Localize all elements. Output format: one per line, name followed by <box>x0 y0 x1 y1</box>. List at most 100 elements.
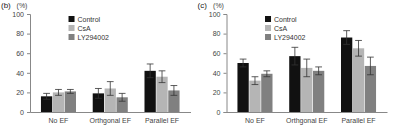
tick-label: 100 <box>209 11 221 18</box>
legend-swatch <box>69 34 75 40</box>
error-bar <box>315 67 322 75</box>
panel-title: (b) <box>1 1 11 10</box>
panel: (c) (%) 0 20 40 60 80 100 No EF Orthgonal EF Paral… <box>198 1 388 125</box>
plot: 0 20 40 60 80 100 No EF Orthgonal EF Parallel EF… <box>209 11 388 125</box>
tick-label: 0 <box>217 109 221 116</box>
y-axis-title: (%) <box>213 2 224 10</box>
legend-item: CsA <box>69 25 92 32</box>
tick-label: Orthgonal EF <box>286 117 328 125</box>
tick: 20 <box>213 89 227 96</box>
legend-item: CsA <box>265 25 288 32</box>
tick-label: Orthgonal EF <box>89 117 131 125</box>
legend-item: Control <box>265 16 297 23</box>
error-bar <box>171 86 178 96</box>
tick: 20 <box>16 89 30 96</box>
y-axis-title: (%) <box>17 2 28 10</box>
tick: 40 <box>213 70 227 77</box>
error-bar <box>67 89 74 93</box>
tick-label: 40 <box>213 70 221 77</box>
error-bar <box>159 71 166 83</box>
legend-swatch <box>265 16 271 22</box>
legend-label: CsA <box>274 25 288 32</box>
legend-label: LY294002 <box>78 34 110 41</box>
legend-item: Control <box>69 16 101 23</box>
tick: No EF <box>245 112 265 124</box>
tick-mark <box>224 14 227 15</box>
error-bar <box>343 31 350 45</box>
tick: 80 <box>213 30 227 37</box>
tick-mark <box>27 73 30 74</box>
tick-label: No EF <box>245 117 265 124</box>
legend-label: CsA <box>78 25 92 32</box>
axis-line <box>227 112 388 113</box>
figure: (b) (%) 0 20 40 60 80 100 No EF Orthgonal EF Paral… <box>0 0 393 134</box>
error-bar <box>240 59 247 67</box>
legend-swatch <box>69 25 75 31</box>
legend-item: LY294002 <box>69 34 110 41</box>
tick-label: 60 <box>213 50 221 57</box>
tick: Parallel EF <box>341 112 375 124</box>
bar <box>249 81 260 112</box>
tick-label: 60 <box>16 50 24 57</box>
tick-label: 100 <box>12 11 24 18</box>
x-axis: No EF Orthgonal EF Parallel EF <box>31 112 192 125</box>
axis-line <box>27 15 31 113</box>
bar <box>65 91 76 112</box>
legend-item: LY294002 <box>265 34 306 41</box>
tick-mark <box>224 34 227 35</box>
error-bar <box>43 93 50 99</box>
tick-label: Parallel EF <box>145 117 179 124</box>
tick-label: No EF <box>49 117 69 124</box>
y-axis: 0 20 40 60 80 100 <box>209 11 227 116</box>
tick-mark <box>27 112 30 113</box>
error-bar <box>147 64 154 78</box>
tick-label: 20 <box>213 89 221 96</box>
error-bar <box>119 93 126 101</box>
tick: 60 <box>16 50 30 57</box>
tick: 0 <box>20 109 30 116</box>
tick-label: 20 <box>16 89 24 96</box>
tick: 100 <box>12 11 30 18</box>
tick-mark <box>224 73 227 74</box>
error-bar <box>95 88 102 98</box>
tick-mark <box>224 112 227 113</box>
panel: (b) (%) 0 20 40 60 80 100 No EF Orthgonal EF Paral… <box>1 1 191 125</box>
tick-label: 80 <box>16 30 24 37</box>
tick: Orthgonal EF <box>286 112 328 125</box>
error-bar <box>55 89 62 95</box>
tick-mark <box>27 34 30 35</box>
error-bar <box>263 71 270 77</box>
error-bar <box>252 77 259 85</box>
error-bar <box>367 57 374 75</box>
axis-line <box>31 112 192 113</box>
x-axis: No EF Orthgonal EF Parallel EF <box>227 112 388 125</box>
panel-title: (c) <box>198 1 208 10</box>
tick: 40 <box>16 70 30 77</box>
bar <box>353 48 364 112</box>
legend-label: Control <box>78 16 101 23</box>
legend: Control CsA LY294002 <box>265 16 306 41</box>
legend-label: Control <box>274 16 297 23</box>
bar <box>313 71 324 112</box>
error-bar <box>107 82 114 96</box>
tick-label: 0 <box>20 109 24 116</box>
tick-mark <box>27 14 30 15</box>
tick-mark <box>27 53 30 54</box>
marks <box>237 31 376 112</box>
marks <box>41 64 180 112</box>
tick: 60 <box>213 50 227 57</box>
plot: 0 20 40 60 80 100 No EF Orthgonal EF Parallel EF… <box>12 11 191 125</box>
legend-swatch <box>265 25 271 31</box>
tick: Orthgonal EF <box>89 112 131 125</box>
tick-mark <box>27 92 30 93</box>
bar <box>237 63 248 112</box>
tick: Parallel EF <box>145 112 179 124</box>
tick-mark <box>224 92 227 93</box>
error-bar <box>303 59 310 77</box>
error-bar <box>355 40 362 56</box>
tick: 80 <box>16 30 30 37</box>
bar <box>341 38 352 112</box>
error-bar <box>291 47 298 65</box>
tick-label: 40 <box>16 70 24 77</box>
legend-swatch <box>69 16 75 22</box>
